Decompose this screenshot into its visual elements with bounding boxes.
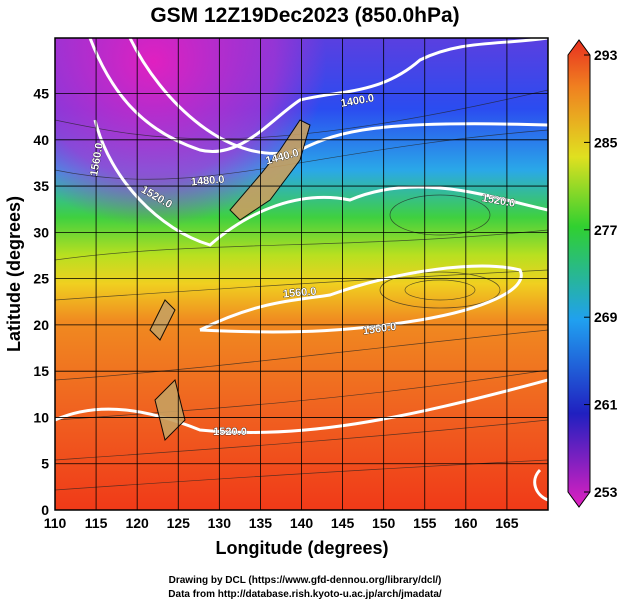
y-tick-label: 5 (41, 456, 49, 472)
x-tick-label: 125 (167, 515, 191, 531)
x-tick-label: 150 (372, 515, 396, 531)
footer-line: Drawing by DCL (https://www.gfd-dennou.o… (169, 575, 442, 586)
colorbar-tick-label: 285 (594, 134, 618, 150)
grid (54, 38, 548, 511)
x-tick-label: 130 (208, 515, 232, 531)
y-tick-label: 25 (33, 271, 49, 287)
y-tick-label: 0 (41, 502, 49, 518)
y-tick-label: 15 (33, 363, 49, 379)
colorbar-ticks: 253 261 269 277 285 293 (584, 47, 618, 500)
y-tick-label: 40 (33, 132, 49, 148)
contour-label: 1520.0 (213, 426, 247, 438)
x-tick-label: 115 (85, 515, 108, 531)
footer-line: Data from http://database.rish.kyoto-u.a… (168, 589, 442, 600)
x-tick-label: 160 (454, 515, 478, 531)
x-tick-label: 110 (44, 515, 67, 531)
x-tick-label: 155 (413, 515, 437, 531)
colorbar-tick-label: 293 (594, 47, 618, 63)
x-tick-label: 140 (290, 515, 314, 531)
plot-frame (54, 37, 549, 511)
y-tick-label: 30 (33, 224, 49, 240)
y-tick-label: 35 (33, 178, 49, 194)
colorbar-tick-label: 277 (594, 222, 618, 238)
x-tick-label: 165 (495, 515, 519, 531)
contour-label: 1560.0 (362, 321, 397, 338)
x-tick-label: 145 (331, 515, 355, 531)
x-axis-label: Longitude (degrees) (215, 538, 388, 558)
colorbar-tick-label: 261 (594, 397, 618, 413)
y-tick-label: 20 (33, 317, 49, 333)
x-tick-label: 120 (125, 515, 149, 531)
colorbar-tick-label: 269 (594, 309, 618, 325)
axes: 110 115 120 125 130 135 140 145 150 155 160 165 0 5 10… (33, 86, 518, 531)
colorbar (567, 39, 591, 508)
title: GSM 12Z19Dec2023 (850.0hPa) (150, 4, 459, 27)
y-tick-label: 10 (33, 409, 49, 425)
y-tick-label: 45 (33, 86, 49, 102)
colorbar-tick-label: 253 (594, 484, 618, 500)
contour-label: 1560.0 (282, 286, 317, 301)
contour-label: 1480.0 (190, 174, 225, 189)
x-tick-label: 135 (249, 515, 273, 531)
y-axis-label: Latitude (degrees) (4, 196, 24, 352)
